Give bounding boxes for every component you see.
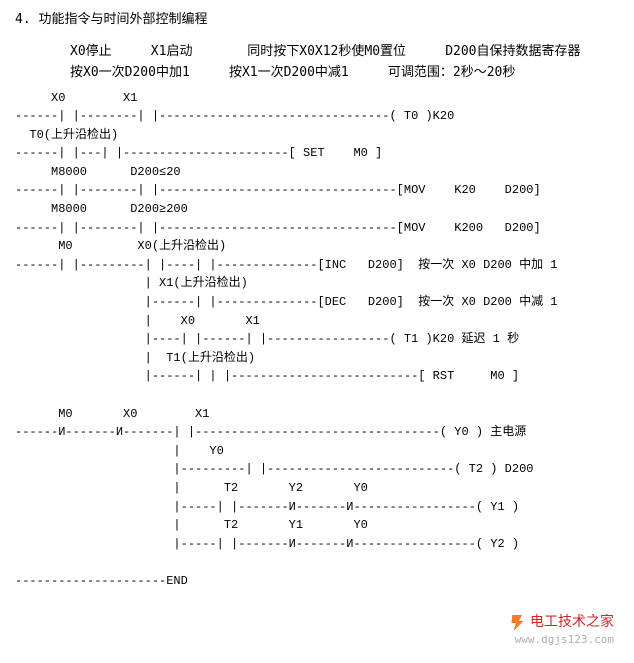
watermark: 电工技术之家 <box>508 612 614 633</box>
description-line-1: X0停止 X1启动 同时按下X0X12秒使M0置位 D200自保持数据寄存器 <box>70 42 619 62</box>
section-title: 4. 功能指令与时间外部控制编程 <box>15 10 619 30</box>
watermark-url: www.dgjs123.com <box>515 632 614 649</box>
desc-x1-start: X1启动 <box>151 44 193 59</box>
desc-x0-inc: 按X0一次D200中加1 <box>70 65 190 80</box>
desc-range: 可调范围：2秒～20秒 <box>388 65 515 80</box>
desc-x1-dec: 按X1一次D200中减1 <box>229 65 349 80</box>
watermark-text: 电工技术之家 <box>530 614 614 630</box>
desc-m0-set: 同时按下X0X12秒使M0置位 <box>247 44 406 59</box>
logo-icon <box>508 613 526 631</box>
ladder-diagram: X0 X1 ------| |--------| |--------------… <box>15 89 619 591</box>
desc-d200-reg: D200自保持数据寄存器 <box>445 44 580 59</box>
desc-x0-stop: X0停止 <box>70 44 112 59</box>
description-line-2: 按X0一次D200中加1 按X1一次D200中减1 可调范围：2秒～20秒 <box>70 63 619 83</box>
